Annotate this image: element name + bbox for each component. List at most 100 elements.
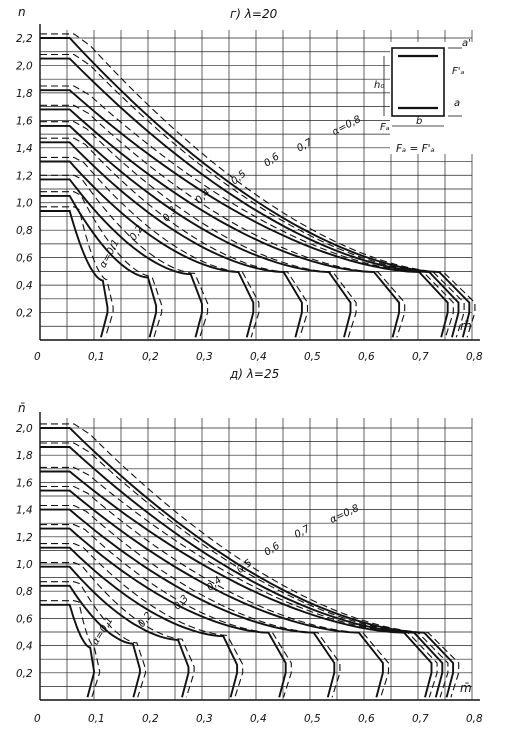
series-line-dashed (40, 191, 163, 338)
series-line-dashed (40, 137, 309, 338)
y-tick-label: 1,6 (16, 477, 33, 489)
y-tick-label: 1,4 (16, 143, 33, 155)
series-line-solid (40, 565, 190, 698)
x-tick-label: 0,4 (250, 713, 267, 725)
x-tick-label: 0,5 (304, 351, 321, 363)
y-tick-label: 1,8 (16, 88, 33, 100)
series-line-dashed (40, 121, 357, 338)
series-line-dashed (40, 33, 476, 338)
series-line-dashed (40, 581, 147, 698)
y-tick-label: 0,4 (16, 641, 33, 653)
series-line-dashed (40, 442, 449, 698)
series-line-solid (40, 141, 303, 338)
x-tick-label: 0 (34, 713, 41, 725)
series-line-solid (40, 57, 460, 338)
y-tick-label: 2,0 (16, 423, 33, 435)
series-line-solid (40, 37, 471, 338)
series-line-solid (40, 489, 384, 698)
chart-title: г) λ=20 (230, 7, 278, 21)
y-tick-label: 0,6 (16, 613, 33, 625)
x-tick-label: 0,8 (466, 713, 483, 725)
series-line-solid (40, 89, 449, 338)
series-line-dashed (40, 562, 195, 698)
y-tick-label: 1,8 (16, 450, 33, 462)
y-tick-label: 1,0 (16, 198, 33, 210)
series-line-solid (40, 446, 444, 698)
x-tick-label: 0,3 (196, 713, 213, 725)
y-tick-label: 1,0 (16, 559, 33, 571)
x-tick-label: 0,7 (412, 713, 429, 725)
x-tick-label: 0,2 (142, 351, 159, 363)
series-line-dashed (40, 485, 390, 698)
series-line-solid (40, 508, 336, 698)
series-line-solid (40, 603, 95, 698)
series-label: 0,7 (295, 137, 315, 155)
x-tick-label: 0,1 (88, 351, 105, 363)
y-tick-label: 0,8 (16, 225, 33, 237)
y-tick-label: 1,6 (16, 115, 33, 127)
y-tick-label: 0,2 (16, 668, 33, 680)
y-tick-label: 1,2 (16, 170, 33, 182)
x-tick-label: 0,5 (304, 713, 321, 725)
section-inset: a' h₀ F'ₐ a Fₐ b Fₐ = F'ₐ (374, 38, 474, 155)
series-line-dashed (40, 466, 438, 698)
series-line-dashed (40, 156, 260, 338)
series-line-dashed (40, 206, 114, 338)
inset-label: a (454, 98, 460, 109)
series-line-solid (40, 584, 141, 698)
y-tick-label: 0,2 (16, 308, 33, 320)
y-tick-label: 1,2 (16, 532, 33, 544)
series-line-dashed (40, 504, 341, 698)
x-axis-label: m̄ (460, 681, 472, 695)
chart-panel-lambda-25: д) λ=25 n̄ m̄ 0 0,1 0,2 0,3 0,4 0,5 0,6 0,7 0,8 0,2 0… (16, 367, 483, 725)
y-tick-label: 0,4 (16, 280, 33, 292)
series-label: α=0,8 (331, 114, 363, 138)
series-line-solid (40, 160, 255, 338)
series-line-dashed (40, 174, 209, 338)
chart-title: д) λ=25 (229, 367, 279, 381)
inset-label: Fₐ (380, 122, 390, 133)
x-tick-label: 0,2 (142, 713, 159, 725)
series-line-dashed (40, 423, 460, 698)
inset-label: F'ₐ (452, 66, 465, 77)
series-line-solid (40, 470, 433, 698)
x-tick-label: 0,1 (88, 713, 105, 725)
y-tick-label: 0,6 (16, 253, 33, 265)
y-tick-label: 2,2 (16, 33, 33, 45)
series-line-solid (40, 194, 158, 338)
series-line-dashed (40, 53, 465, 338)
x-tick-label: 0,6 (358, 351, 375, 363)
series-line-solid (40, 178, 203, 338)
inset-formula: Fₐ = F'ₐ (396, 143, 435, 155)
inset-background (390, 42, 474, 154)
x-tick-label: 0 (34, 351, 41, 363)
series-label: α=0,8 (328, 503, 361, 526)
series-line-dashed (40, 543, 244, 698)
inset-label: a' (462, 38, 471, 49)
series-label: 0,6 (263, 541, 282, 559)
y-axis-label: n (18, 5, 26, 19)
section-outline (391, 47, 445, 117)
series-line-solid (40, 108, 401, 338)
series-line-dashed (40, 104, 406, 338)
series-line-dashed (40, 85, 454, 338)
series-line-dashed (40, 600, 101, 698)
series-line-solid (40, 546, 239, 698)
x-tick-label: 0,6 (358, 713, 375, 725)
inset-label: h₀ (374, 80, 384, 91)
series-line-solid (40, 427, 455, 698)
series-line-dashed (40, 524, 292, 698)
series-line-solid (40, 124, 352, 338)
series-label: 0,6 (262, 151, 281, 169)
x-tick-label: 0,3 (196, 351, 213, 363)
y-tick-label: 0,8 (16, 586, 33, 598)
x-tick-label: 0,8 (466, 351, 483, 363)
series-line-solid (40, 210, 109, 338)
y-tick-label: 1,4 (16, 505, 33, 517)
y-tick-label: 2,0 (16, 60, 33, 72)
x-tick-label: 0,7 (412, 351, 429, 363)
series-label: 0,7 (293, 523, 313, 540)
